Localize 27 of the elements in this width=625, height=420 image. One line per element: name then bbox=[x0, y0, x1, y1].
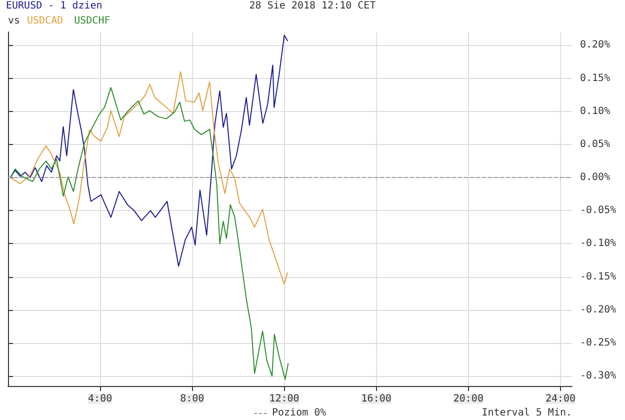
line-series bbox=[10, 71, 288, 285]
y-tick-label: 0.00% bbox=[580, 172, 610, 184]
y-tick-label: -0.25% bbox=[580, 337, 616, 348]
legend-title: vs bbox=[8, 16, 20, 26]
chart-subtitle: 28 Sie 2018 12:10 CET bbox=[249, 0, 376, 12]
text: USDCAD bbox=[27, 16, 64, 26]
x-tick-label: 4:00 bbox=[88, 394, 112, 404]
line-series bbox=[10, 87, 289, 380]
y-tick-label: -0.10% bbox=[580, 238, 616, 250]
y-tick-label: 0.20% bbox=[580, 40, 610, 51]
x-tick-label: 8:00 bbox=[180, 394, 204, 404]
y-tick-label: 0.05% bbox=[580, 138, 610, 150]
y-tick-label: 0.10% bbox=[580, 106, 610, 117]
x-tick-label: 20:00 bbox=[453, 394, 484, 404]
y-tick-label: -0.05% bbox=[580, 205, 616, 216]
x-tick-label: 12:00 bbox=[269, 394, 300, 404]
y-tick-label: 0.15% bbox=[580, 72, 610, 84]
line-series bbox=[10, 34, 288, 267]
chart-title: EURUSD - 1 dzien bbox=[6, 0, 102, 12]
y-tick-label: -0.30% bbox=[580, 370, 616, 382]
x-tick-label: 16:00 bbox=[361, 394, 392, 404]
text: USDCHF bbox=[74, 16, 110, 26]
text: Poziom 0% bbox=[272, 408, 326, 418]
y-tick-label: -0.20% bbox=[580, 304, 616, 316]
x-tick-label: 24:00 bbox=[545, 394, 576, 404]
text: Interval 5 Min. bbox=[482, 408, 572, 418]
y-tick-label: -0.15% bbox=[580, 271, 616, 282]
